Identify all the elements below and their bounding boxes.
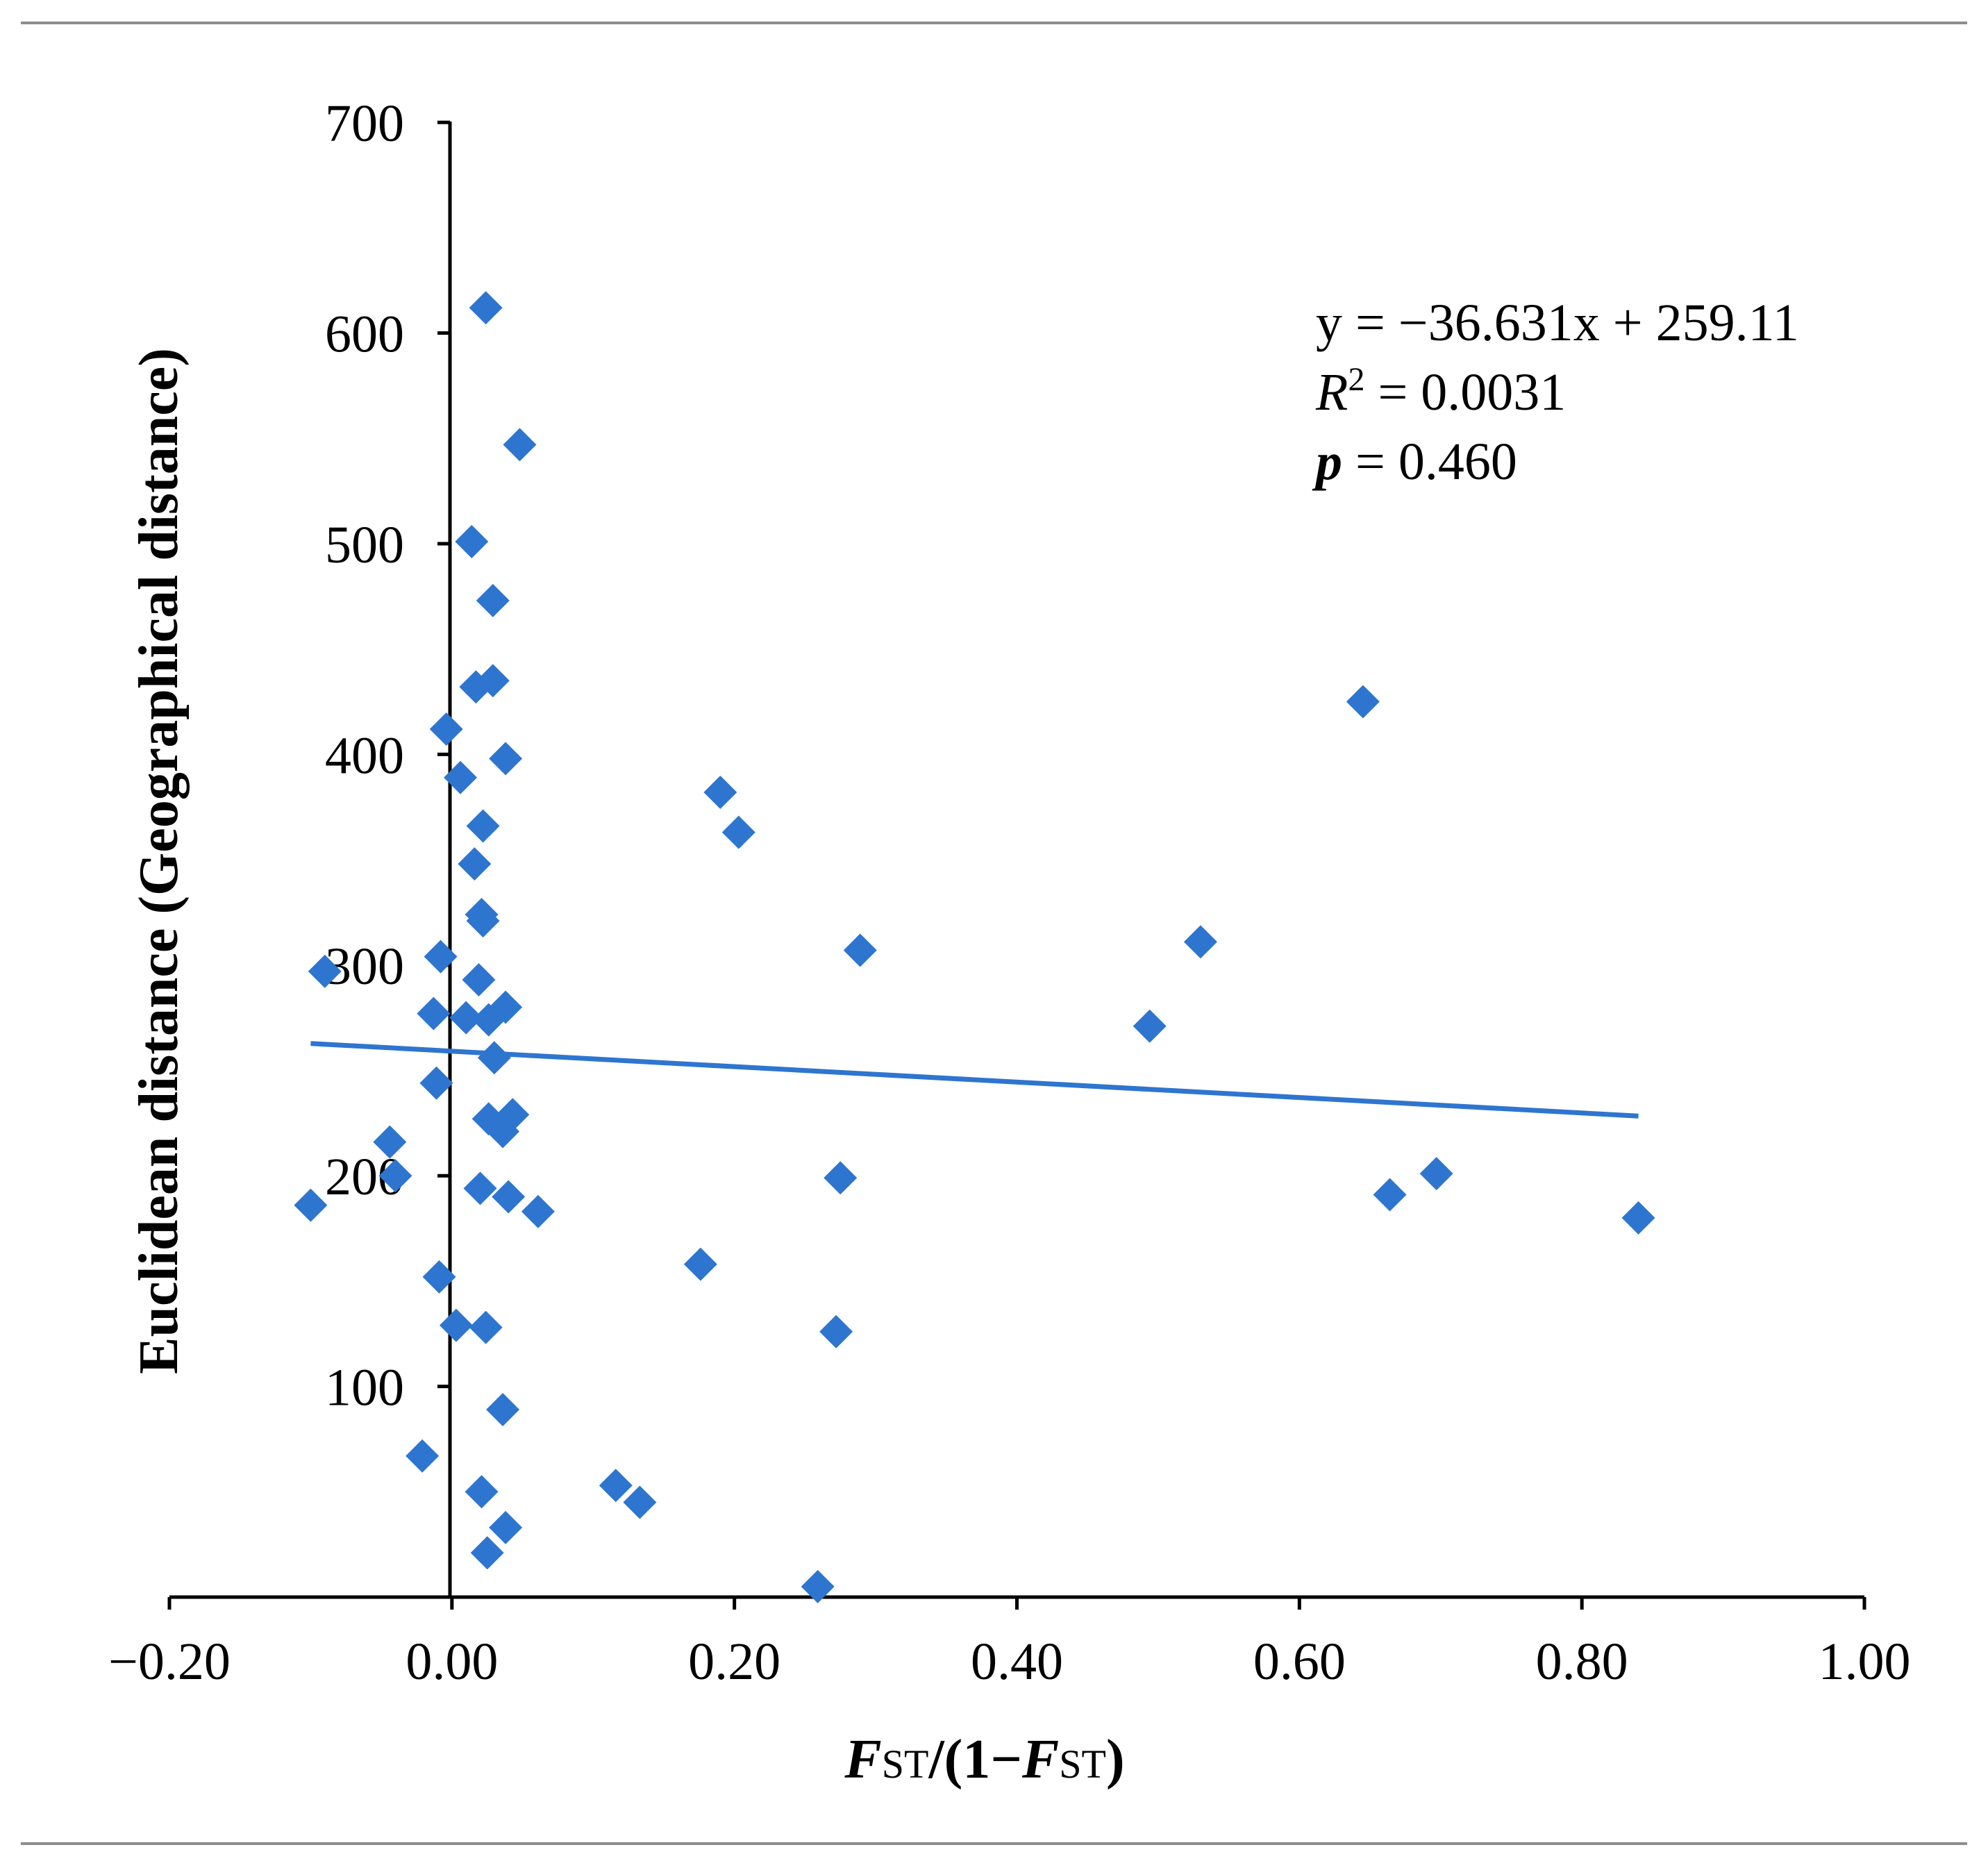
data-point xyxy=(1419,1157,1453,1191)
data-point xyxy=(294,1188,328,1222)
equation-label: y = −36.631x + 259.11 xyxy=(1316,294,1799,352)
data-point xyxy=(465,1475,499,1509)
x-axis-title: FST/(1−FST) xyxy=(844,1729,1124,1790)
data-point xyxy=(819,1314,853,1349)
data-point xyxy=(476,583,510,617)
data-point xyxy=(424,940,458,974)
data-point xyxy=(462,963,496,997)
data-point xyxy=(469,291,503,325)
data-point xyxy=(623,1485,657,1519)
y-tick-label: 100 xyxy=(325,1359,404,1417)
data-point xyxy=(683,1247,717,1281)
data-points xyxy=(294,291,1655,1603)
data-point xyxy=(1346,685,1380,719)
data-point xyxy=(477,1041,511,1075)
x-tick-label: 0.60 xyxy=(1253,1633,1346,1691)
data-point xyxy=(429,712,463,746)
x-tick-label: −0.20 xyxy=(108,1633,231,1691)
data-point xyxy=(469,1310,503,1344)
data-point xyxy=(486,1392,520,1426)
y-tick-label: 500 xyxy=(325,516,404,574)
trendline xyxy=(310,1041,1639,1119)
data-point xyxy=(417,996,451,1030)
data-point xyxy=(521,1194,555,1228)
y-axis-ticks xyxy=(437,120,450,1389)
data-point xyxy=(373,1125,407,1159)
data-point xyxy=(422,1260,456,1294)
data-point xyxy=(463,1171,497,1205)
data-point xyxy=(489,990,523,1024)
data-point xyxy=(824,1161,858,1195)
regression-annotation: y = −36.631x + 259.11 R2 = 0.0031 p = 0.… xyxy=(1312,294,1799,491)
x-tick-label: 0.20 xyxy=(688,1633,780,1691)
r-squared-label: R2 = 0.0031 xyxy=(1315,361,1566,421)
data-point xyxy=(703,776,737,810)
x-tick-label: 0.00 xyxy=(406,1633,498,1691)
x-axis-ticks xyxy=(167,1597,1866,1610)
x-tick-label: 0.40 xyxy=(971,1633,1063,1691)
data-point xyxy=(378,1159,412,1193)
data-point xyxy=(489,1510,523,1544)
data-point xyxy=(503,428,537,462)
data-point xyxy=(406,1439,440,1473)
data-point xyxy=(419,1066,453,1100)
y-tick-label: 600 xyxy=(325,306,404,364)
data-point xyxy=(1183,925,1217,959)
data-point xyxy=(466,809,500,843)
data-point xyxy=(470,1536,504,1570)
data-point xyxy=(449,1001,483,1035)
y-tick-label: 300 xyxy=(325,937,404,996)
data-point xyxy=(1133,1009,1167,1043)
data-point xyxy=(455,524,489,558)
data-point xyxy=(458,847,492,881)
data-point xyxy=(1621,1201,1655,1235)
x-tick-label: 0.80 xyxy=(1536,1633,1628,1691)
data-point xyxy=(721,815,755,849)
y-axis-title: Euclidean distance (Geographical distanc… xyxy=(128,348,190,1374)
data-point xyxy=(496,1098,530,1132)
data-point xyxy=(599,1469,633,1503)
data-point xyxy=(1373,1178,1407,1212)
y-tick-label: 700 xyxy=(325,94,404,153)
data-point xyxy=(492,1180,526,1214)
data-point xyxy=(801,1569,835,1603)
data-point xyxy=(476,664,510,698)
data-point xyxy=(843,933,877,967)
data-point xyxy=(489,742,523,776)
data-point xyxy=(439,1308,473,1342)
x-tick-label: 1.00 xyxy=(1819,1633,1911,1691)
p-value-label: p = 0.460 xyxy=(1312,433,1517,491)
data-point xyxy=(308,954,342,988)
x-axis-tick-labels: −0.20 0.00 0.20 0.40 0.60 0.80 1.00 xyxy=(108,1633,1910,1691)
y-tick-label: 400 xyxy=(325,726,404,785)
data-point xyxy=(444,760,478,794)
data-point xyxy=(466,904,500,938)
